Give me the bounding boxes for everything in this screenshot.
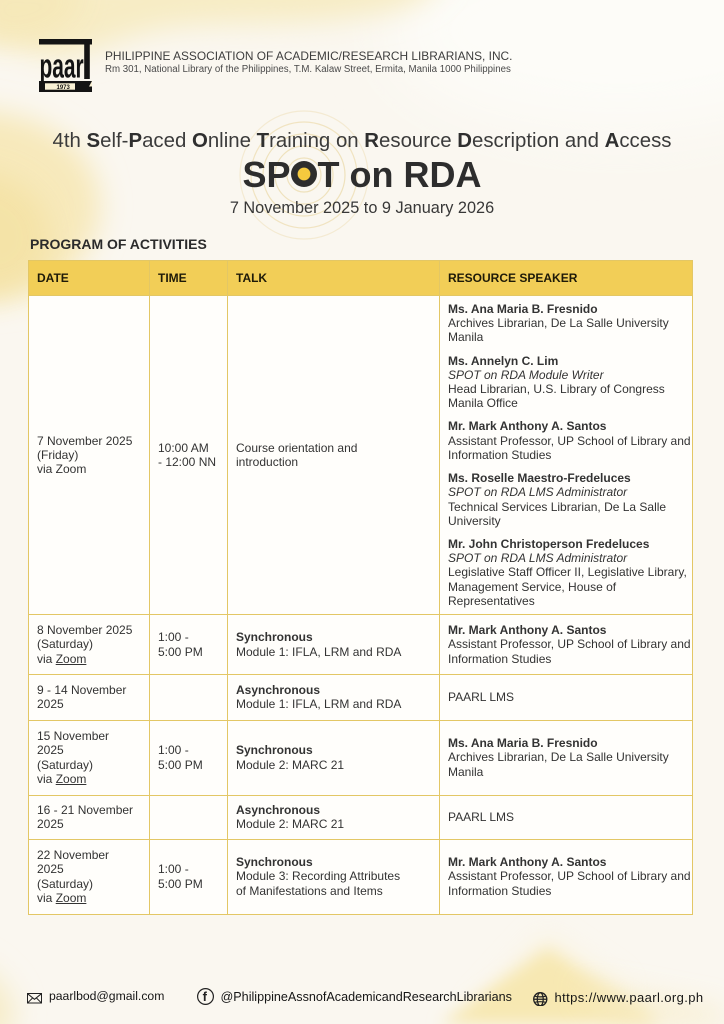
svg-text:f: f — [202, 989, 207, 1004]
svg-text:paarl: paarl — [40, 48, 90, 86]
svg-text:1973: 1973 — [57, 85, 71, 91]
